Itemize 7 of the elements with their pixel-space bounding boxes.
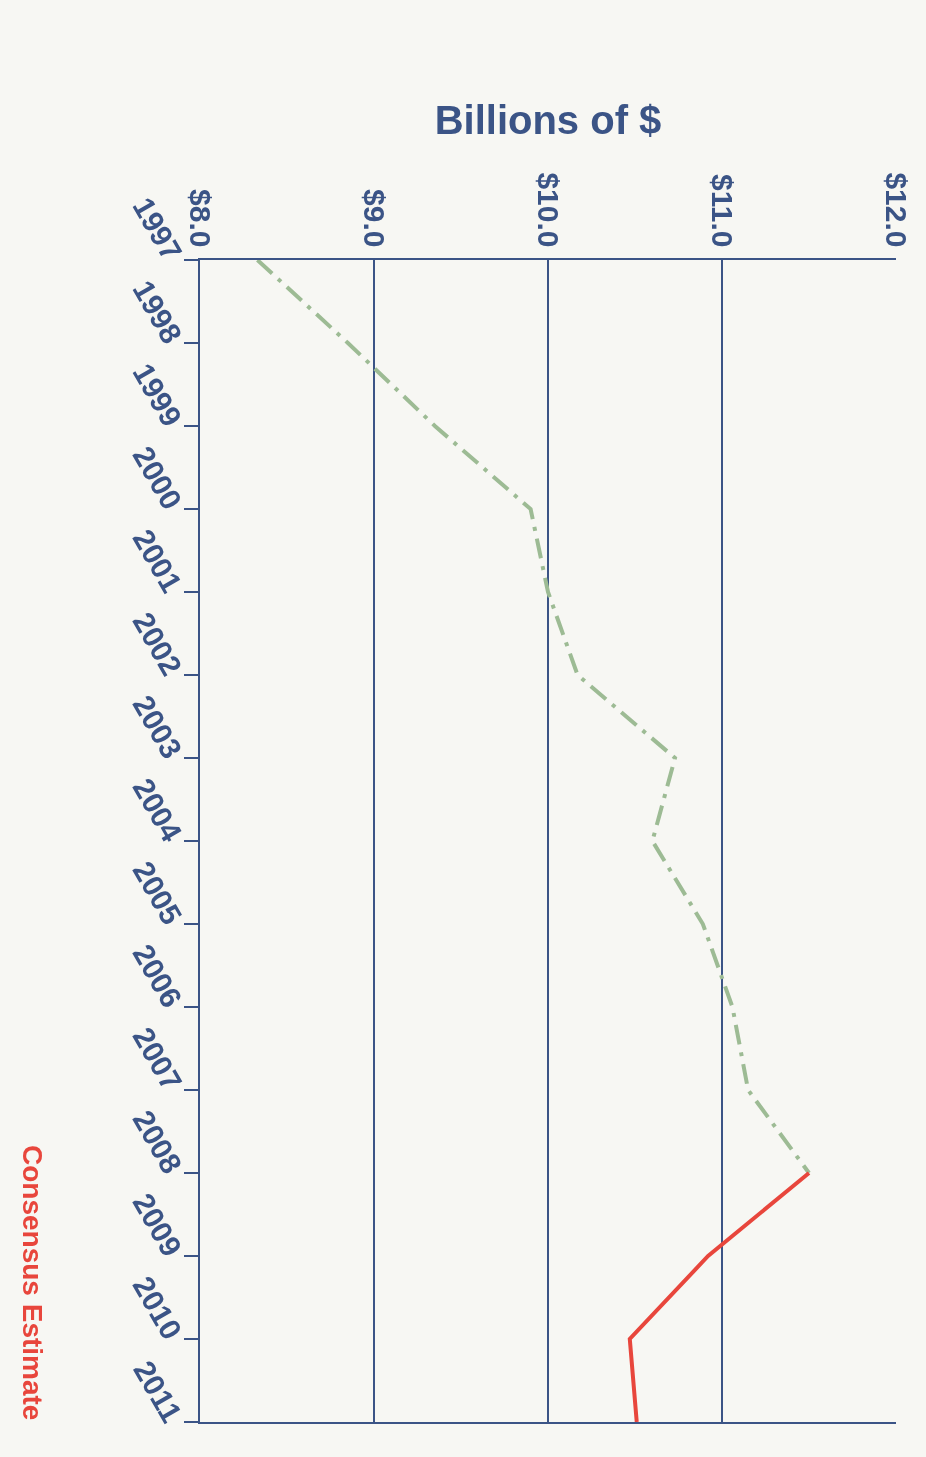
x-axis-title: Billions of $ xyxy=(434,98,662,143)
text: Consensus Estimate xyxy=(17,1145,48,1421)
x-tick-label: $11.0 xyxy=(706,174,740,248)
x-tick-label: $8.0 xyxy=(184,189,218,248)
x-tick-label: $12.0 xyxy=(880,172,914,248)
x-tick-label: $9.0 xyxy=(358,189,392,248)
x-tick-label: $10.0 xyxy=(532,172,566,248)
